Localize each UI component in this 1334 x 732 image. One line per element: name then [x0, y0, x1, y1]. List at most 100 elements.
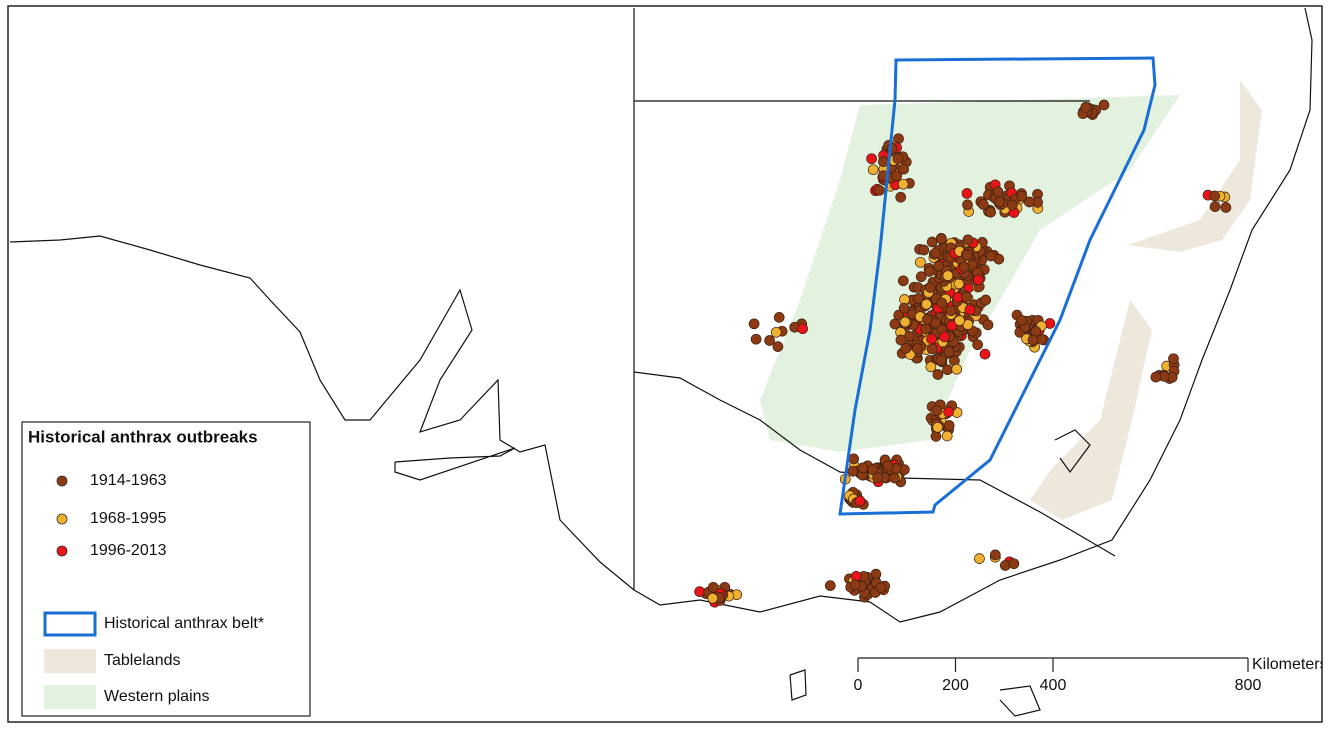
outbreak-dot — [895, 334, 907, 346]
outbreak-dot — [979, 348, 991, 360]
scale-unit: Kilometers — [1252, 656, 1328, 673]
outbreak-dot — [900, 342, 912, 354]
outbreak-dot — [918, 244, 930, 256]
outbreak-dot — [930, 431, 942, 442]
outbreak-dot — [1098, 99, 1110, 111]
outbreak-dot — [946, 320, 958, 331]
outbreak-dot — [1008, 558, 1020, 570]
legend-title: Historical anthrax outbreaks — [28, 427, 258, 446]
outbreak-dot — [961, 249, 973, 261]
coastline — [9, 7, 1313, 623]
legend-marker — [56, 545, 68, 557]
tablelands-area — [1030, 300, 1152, 520]
outbreak-dot — [848, 453, 860, 465]
legend-label: Western plains — [104, 688, 210, 705]
outbreak-dot — [936, 233, 947, 245]
outbreak-dot — [847, 465, 859, 477]
outbreak-dot — [1209, 190, 1221, 202]
outbreak-dot — [943, 406, 954, 418]
outbreak-dot — [898, 163, 909, 175]
outbreak-dot — [854, 495, 866, 507]
outbreak-dot — [915, 256, 926, 268]
outbreak-dot — [824, 580, 836, 591]
outbreak-dot — [935, 354, 947, 366]
outbreak-dot — [974, 553, 985, 564]
outbreak-dot — [897, 275, 909, 287]
outbreak-dot — [915, 271, 927, 283]
outbreak-dot — [962, 199, 973, 211]
outbreak-dot — [926, 343, 938, 355]
outbreak-dot — [857, 462, 869, 474]
outbreak-dot — [958, 261, 970, 273]
scale-label: 200 — [942, 677, 969, 694]
outbreak-dot — [977, 199, 989, 210]
outbreak-dot — [892, 153, 904, 165]
outbreak-dot — [764, 335, 775, 346]
outbreak-dot — [951, 363, 963, 375]
outbreak-dot — [921, 314, 933, 325]
outbreak-dot — [994, 196, 1005, 208]
outbreak-dot — [921, 298, 932, 310]
outbreak-dot — [985, 250, 997, 262]
outbreak-dot — [936, 297, 948, 309]
outbreak-dot — [972, 274, 984, 286]
outbreak-dot — [1150, 371, 1162, 383]
outbreak-dot — [882, 460, 894, 472]
outbreak-dot — [1006, 199, 1018, 211]
outbreak-dot — [849, 579, 861, 591]
island — [789, 669, 807, 701]
outbreak-dot — [972, 339, 983, 351]
outbreak-dot — [911, 343, 923, 354]
outbreak-dot — [931, 405, 943, 416]
legend-label: 1996-2013 — [90, 542, 167, 559]
outbreak-dot — [925, 361, 937, 373]
outbreak-dot — [939, 331, 950, 343]
outbreak-dot — [898, 302, 910, 314]
outbreak-dot — [1016, 314, 1028, 326]
scale-label: 0 — [854, 677, 863, 694]
island — [999, 685, 1041, 717]
outbreak-dot — [942, 270, 954, 281]
outbreak-dot — [962, 234, 974, 246]
scale-label: 400 — [1040, 677, 1067, 694]
anthrax-belt — [838, 56, 1157, 516]
outbreak-dot — [889, 318, 901, 330]
outbreak-dot — [875, 582, 887, 594]
outbreak-dot — [866, 153, 877, 165]
outbreak-dot — [930, 247, 942, 259]
outbreak-dot — [999, 560, 1011, 571]
outbreak-dot — [891, 170, 903, 182]
outbreak-dot — [943, 420, 955, 431]
legend-label: 1968-1995 — [90, 510, 167, 527]
outbreak-dot — [878, 156, 889, 167]
outbreak-dot — [932, 369, 944, 380]
outbreak-dot — [964, 304, 976, 316]
outbreak-dot — [923, 266, 935, 277]
outbreak-dot — [954, 315, 965, 326]
outbreak-dot — [945, 305, 957, 317]
outbreak-dot — [889, 472, 900, 484]
outbreak-dot — [770, 326, 782, 338]
outbreak-dot — [989, 549, 1001, 561]
legend-label: Tablelands — [104, 652, 181, 669]
outbreak-dot — [1209, 201, 1221, 212]
outbreak-dot — [926, 333, 937, 345]
outbreak-dot — [1027, 334, 1039, 346]
outbreak-dot — [694, 586, 705, 597]
outbreak-dot — [1220, 202, 1232, 213]
legend-swatch — [43, 611, 97, 637]
legend-label: 1914-1963 — [90, 472, 167, 489]
outbreak-dot — [985, 206, 996, 218]
outbreak-dot — [926, 236, 938, 248]
outbreak-dot — [1080, 102, 1092, 113]
legend-swatch — [44, 649, 96, 673]
outbreak-dot — [992, 186, 1004, 198]
outbreak-dot — [912, 293, 924, 304]
outbreak-dot — [980, 294, 992, 306]
island — [394, 447, 516, 481]
outbreak-dot — [982, 319, 994, 331]
outbreak-dot — [874, 184, 885, 196]
legend-label: Historical anthrax belt* — [104, 615, 264, 632]
outbreak-dot — [961, 188, 973, 199]
